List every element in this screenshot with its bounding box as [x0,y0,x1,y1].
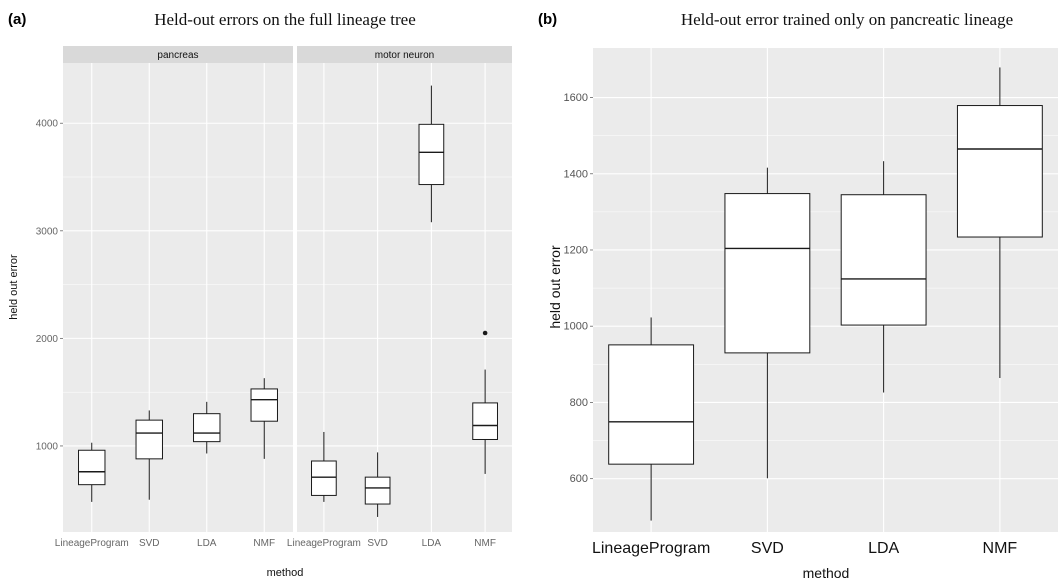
panel-b-x-tick-label: SVD [751,540,784,557]
iqr-box [193,413,221,443]
facet-1-x-tick-label: LineageProgram [55,538,129,549]
panel-a-title: Held-out errors on the full lineage tree [154,10,416,29]
iqr-box [78,449,106,486]
panel-b-y-tick-label: 600 [570,473,588,485]
panel-b-y-tick-label: 1200 [564,244,588,256]
chart-a-ylabel: held out error [8,254,20,320]
panel-b-letter: (b) [538,11,557,28]
facet-1-x-tick-label: NMF [253,538,275,549]
iqr-box [418,123,445,186]
iqr-box [135,419,163,460]
panel-b-x-tick-label: LineageProgram [592,540,710,557]
iqr-box [956,105,1043,238]
facet-strip-background [297,46,512,63]
facet-2-x-tick-label: NMF [474,538,496,549]
chart-b-xlabel: method [803,565,850,581]
panel-b-box-lda [840,161,927,393]
facet-2-plot-background [297,63,512,532]
panel-b-box-lineageprogram [608,317,695,521]
chart-a-xlabel: method [267,567,304,579]
facet-1-box-lda [193,401,221,454]
iqr-box [250,388,278,422]
panel-b-y-tick-label: 1400 [564,168,588,180]
panel-b-x-tick-label: NMF [983,540,1018,557]
panel-a-letter: (a) [8,11,26,28]
panel-b-title: Held-out error trained only on pancreati… [681,10,1013,29]
outlier-point [482,330,488,336]
panel-b-box-nmf [956,67,1043,379]
facet-2-box-nmf [472,330,498,474]
panel-b-y-tick-label: 1000 [564,321,588,333]
chart-a: pancreas LineageProgram SVD LDA NMF 1000 2000 3… [36,46,512,549]
iqr-box [311,460,337,496]
panel-b-box-svd [724,167,811,479]
facet-1-x-tick-label: LDA [197,538,217,549]
facet-strip-1: pancreas [63,46,293,63]
facet-1-box-lineageprogram [78,442,106,502]
chart-b: LineageProgram SVD LDA NMF 600 800 1000 1200 140… [564,48,1058,557]
facet-2-box-svd [364,452,391,517]
facet-strip-label: pancreas [157,50,198,61]
facet-2-x-tick-label: LineageProgram [287,538,361,549]
iqr-box [364,476,391,505]
iqr-box [724,193,811,354]
facet-strip-label: motor neuron [375,50,434,61]
facet-2-box-lda [418,85,445,223]
iqr-box [472,402,498,440]
facet-1-box-svd [135,410,163,500]
panel-b-x-tick-label: LDA [868,540,899,557]
panel-b-y-tick-label: 800 [570,397,588,409]
facet-1-y-tick-label: 1000 [36,441,59,452]
facet-1-y-tick-label: 4000 [36,119,59,130]
facet-1-y-tick-label: 3000 [36,226,59,237]
facet-1-x-tick-label: SVD [139,538,160,549]
iqr-box [840,194,927,326]
panel-b-y-tick-label: 1600 [564,92,588,104]
facet-strip-2: motor neuron [297,46,512,63]
facet-strip-background [63,46,293,63]
iqr-box [608,344,695,465]
facet-1-y-tick-label: 2000 [36,334,59,345]
facet-1-box-nmf [250,378,278,459]
chart-b-ylabel: held out error [547,245,563,329]
facet-2-x-tick-label: LDA [422,538,442,549]
facet-2-box-lineageprogram [311,431,337,502]
facet-2-x-tick-label: SVD [367,538,388,549]
